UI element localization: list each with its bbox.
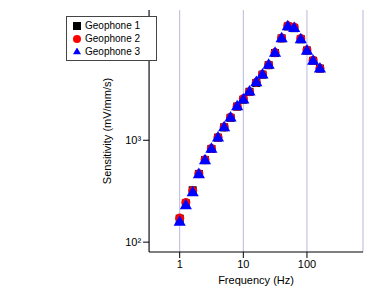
svg-text:10: 10 — [237, 258, 249, 270]
svg-text:10³: 10³ — [125, 134, 141, 146]
svg-text:10²: 10² — [125, 236, 141, 248]
html-text:Geophone 3: Geophone 3 — [85, 46, 141, 57]
svg-text:Sensitivity (mV/mm/s): Sensitivity (mV/mm/s) — [101, 78, 113, 184]
html-text:Geophone 2: Geophone 2 — [85, 33, 141, 44]
svg-text:1: 1 — [177, 258, 183, 270]
html-text:Geophone 1: Geophone 1 — [85, 20, 141, 31]
svg-text:100: 100 — [298, 258, 316, 270]
svg-text:Frequency (Hz): Frequency (Hz) — [218, 274, 294, 286]
